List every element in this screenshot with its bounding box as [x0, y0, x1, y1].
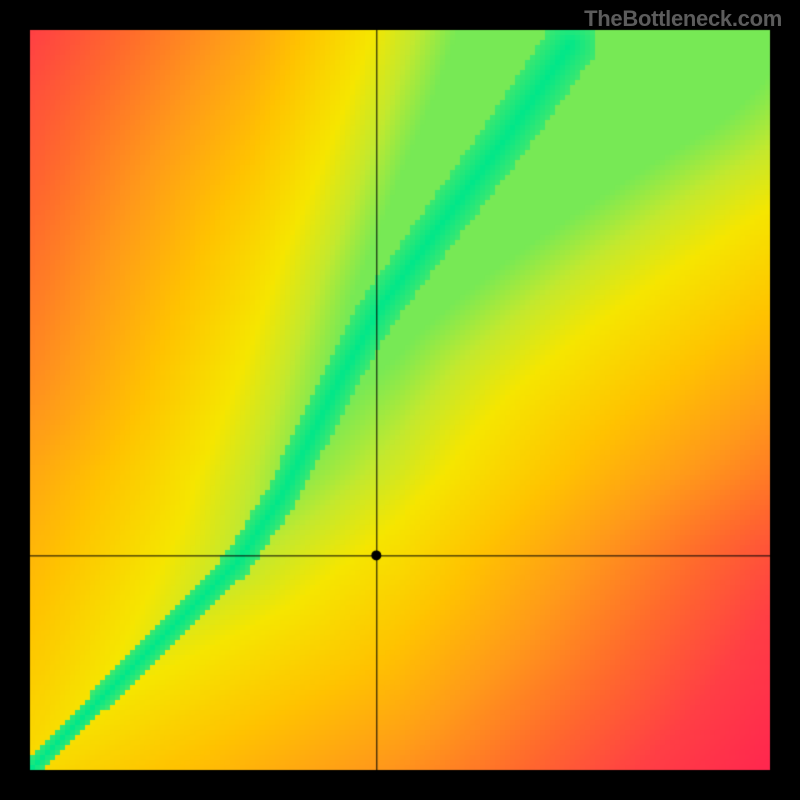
bottleneck-heatmap [0, 0, 800, 800]
watermark-text: TheBottleneck.com [584, 6, 782, 32]
